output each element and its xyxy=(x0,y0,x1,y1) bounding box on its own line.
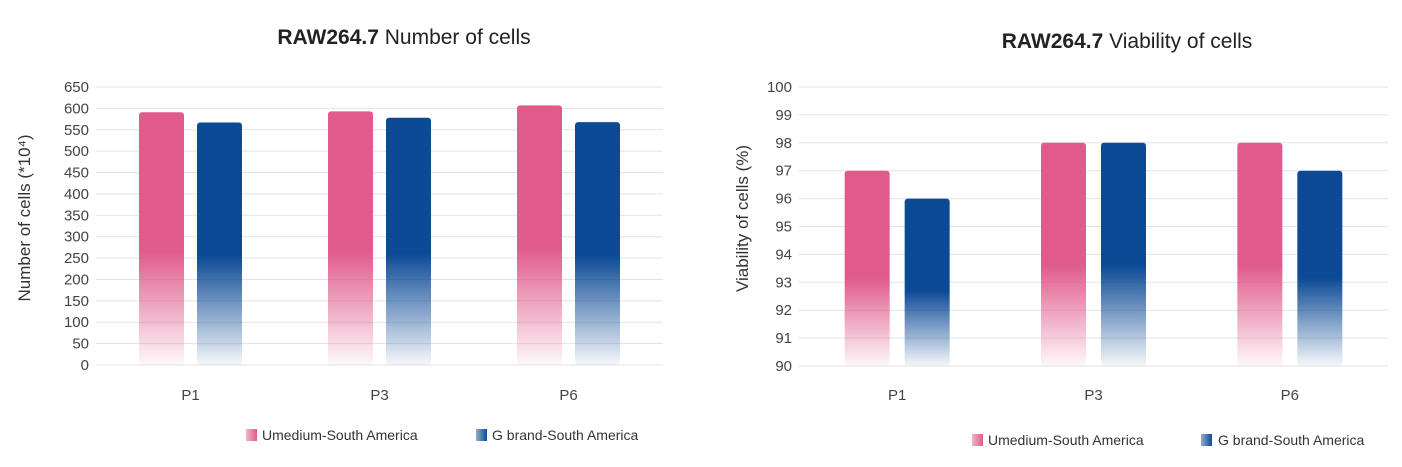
bar-g-brand-p6 xyxy=(1297,170,1343,366)
y-tick-label: 98 xyxy=(775,135,792,152)
chart-title: RAW264.7 Viability of cells xyxy=(1002,30,1253,53)
y-tick-label: 92 xyxy=(775,302,792,319)
chart-title: RAW264.7 Number of cells xyxy=(277,26,530,49)
chart-svg: RAW264.7 Number of cells 0 50 100 150 200 250 3… xyxy=(15,26,663,443)
bar-umedium-p6 xyxy=(1237,142,1283,366)
y-tick-label: 150 xyxy=(64,293,89,310)
y-tick-label: 0 xyxy=(81,357,89,374)
legend-swatch xyxy=(246,429,257,441)
y-tick-label: 99 xyxy=(775,107,792,124)
legend-label: Umedium-South America xyxy=(262,427,418,443)
bar-g-brand-p3 xyxy=(386,117,431,365)
y-tick-label: 200 xyxy=(64,271,89,288)
bar-umedium-p6 xyxy=(517,105,562,365)
chart-number-of-cells: RAW264.7 Number of cells 0 50 100 150 200 250 3… xyxy=(0,0,700,467)
y-tick-label: 500 xyxy=(64,143,89,160)
y-tick-label: 650 xyxy=(64,79,89,96)
x-tick-label: P3 xyxy=(1084,387,1102,404)
y-tick-label: 97 xyxy=(775,163,792,180)
bar-umedium-p1 xyxy=(139,112,184,365)
chart-svg: RAW264.7 Viability of cells 90 91 92 93 94 95 9… xyxy=(733,30,1388,448)
bar-g-brand-p1 xyxy=(904,198,950,366)
bar-g-brand-p6 xyxy=(575,122,620,365)
x-tick-label: P3 xyxy=(370,387,388,404)
y-tick-label: 550 xyxy=(64,122,89,139)
y-tick-label: 94 xyxy=(775,246,792,263)
y-tick-label: 50 xyxy=(72,336,89,353)
y-tick-label: 100 xyxy=(64,314,89,331)
y-tick-label: 250 xyxy=(64,250,89,267)
x-tick-label: P1 xyxy=(181,387,199,404)
legend-label: G brand-South America xyxy=(492,427,639,443)
y-axis-label: Number of cells (*10⁴) xyxy=(15,135,34,302)
y-tick-label: 350 xyxy=(64,207,89,224)
x-tick-label: P6 xyxy=(559,387,577,404)
y-tick-label: 300 xyxy=(64,229,89,246)
chart-viability-of-cells: RAW264.7 Viability of cells 90 91 92 93 94 95 9… xyxy=(705,0,1402,467)
y-tick-label: 100 xyxy=(767,79,792,96)
y-axis-label: Viability of cells (%) xyxy=(733,145,752,292)
legend-label: Umedium-South America xyxy=(988,432,1144,448)
y-tick-label: 93 xyxy=(775,274,792,291)
y-tick-label: 400 xyxy=(64,186,89,203)
x-tick-label: P6 xyxy=(1281,387,1299,404)
y-tick-label: 91 xyxy=(775,330,792,347)
legend-swatch xyxy=(972,434,983,446)
legend-swatch xyxy=(1201,434,1212,446)
legend-label: G brand-South America xyxy=(1218,432,1365,448)
y-tick-label: 600 xyxy=(64,100,89,117)
bar-umedium-p3 xyxy=(1041,142,1086,366)
bar-umedium-p3 xyxy=(328,111,373,365)
y-tick-label: 96 xyxy=(775,191,792,208)
legend-swatch xyxy=(476,429,487,441)
y-tick-label: 450 xyxy=(64,165,89,182)
y-tick-label: 95 xyxy=(775,219,792,236)
bar-umedium-p1 xyxy=(844,170,890,366)
x-tick-label: P1 xyxy=(888,387,906,404)
bar-g-brand-p1 xyxy=(197,122,242,365)
bar-g-brand-p3 xyxy=(1101,142,1146,366)
y-tick-label: 90 xyxy=(775,358,792,375)
